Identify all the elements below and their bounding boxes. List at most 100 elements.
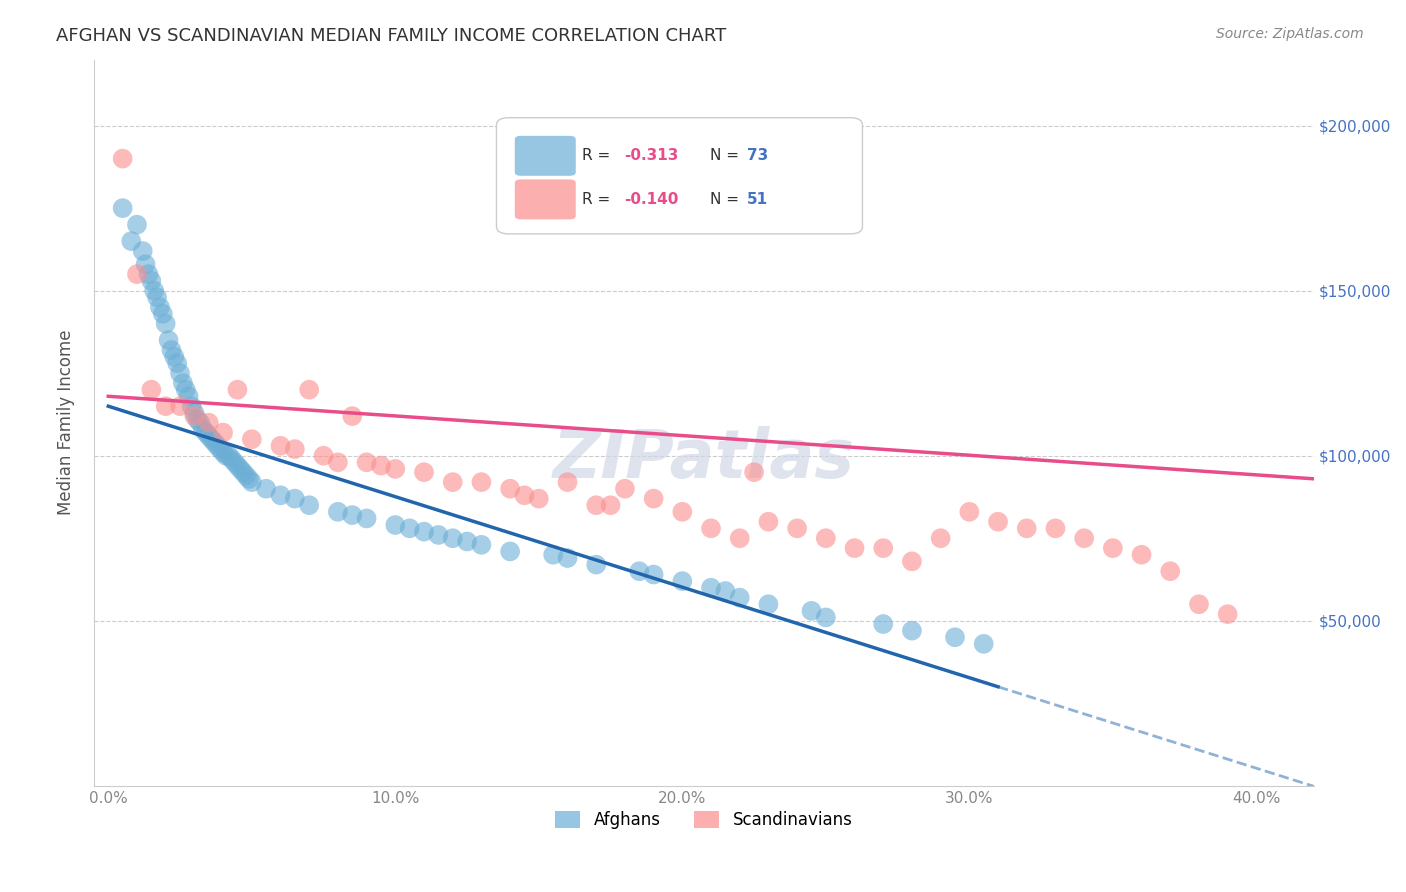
Point [269, 439, 291, 453]
Point [232, 465, 254, 479]
Point [186, 412, 208, 426]
Point [1045, 521, 1067, 535]
Point [194, 425, 217, 440]
FancyBboxPatch shape [515, 136, 576, 176]
Text: R =: R = [582, 148, 614, 163]
Point [728, 591, 751, 605]
Point [1130, 548, 1153, 562]
Point [149, 300, 172, 314]
Point [427, 528, 450, 542]
Point [169, 366, 191, 380]
Point [943, 630, 966, 644]
Point [814, 610, 837, 624]
Point [557, 475, 579, 489]
Point [174, 383, 197, 397]
Point [901, 624, 924, 638]
FancyBboxPatch shape [515, 179, 576, 219]
Text: 51: 51 [747, 193, 768, 207]
Text: AFGHAN VS SCANDINAVIAN MEDIAN FAMILY INCOME CORRELATION CHART: AFGHAN VS SCANDINAVIAN MEDIAN FAMILY INC… [56, 27, 727, 45]
Point [441, 475, 464, 489]
Point [197, 416, 219, 430]
Text: N =: N = [710, 193, 744, 207]
Point [166, 356, 188, 370]
Point [742, 465, 765, 479]
Point [599, 498, 621, 512]
Point [585, 558, 607, 572]
Point [758, 515, 780, 529]
Y-axis label: Median Family Income: Median Family Income [58, 330, 75, 516]
Point [132, 244, 155, 258]
Point [786, 521, 808, 535]
Point [800, 604, 823, 618]
Point [169, 399, 191, 413]
Point [384, 462, 406, 476]
Point [254, 482, 277, 496]
Text: N =: N = [710, 148, 744, 163]
FancyBboxPatch shape [496, 118, 862, 234]
Point [201, 432, 224, 446]
Point [135, 257, 157, 271]
Point [298, 498, 321, 512]
Point [356, 455, 378, 469]
Point [326, 455, 349, 469]
Point [143, 284, 166, 298]
Point [146, 290, 169, 304]
Point [901, 554, 924, 568]
Point [163, 350, 186, 364]
Point [814, 531, 837, 545]
Point [298, 383, 321, 397]
Point [224, 455, 246, 469]
Point [973, 637, 995, 651]
Point [218, 449, 240, 463]
Point [177, 389, 200, 403]
Point [160, 343, 183, 357]
Point [613, 482, 636, 496]
Point [269, 488, 291, 502]
Point [342, 508, 364, 522]
Point [370, 458, 392, 473]
Point [183, 409, 205, 423]
Point [240, 475, 263, 489]
Point [671, 505, 693, 519]
Point [155, 317, 177, 331]
Point [212, 425, 235, 440]
Point [215, 449, 238, 463]
Point [229, 462, 252, 476]
Point [643, 567, 665, 582]
Point [141, 274, 163, 288]
Point [1102, 541, 1125, 555]
Point [413, 524, 436, 539]
Text: R =: R = [582, 193, 614, 207]
Point [188, 416, 211, 430]
Point [138, 267, 160, 281]
Point [470, 538, 492, 552]
Point [557, 551, 579, 566]
Point [628, 564, 651, 578]
Point [844, 541, 866, 555]
Point [987, 515, 1010, 529]
Point [643, 491, 665, 506]
Point [111, 152, 134, 166]
Point [238, 472, 260, 486]
Point [499, 544, 522, 558]
Point [240, 432, 263, 446]
Point [728, 531, 751, 545]
Point [342, 409, 364, 423]
Point [226, 458, 249, 473]
Point [957, 505, 980, 519]
Point [226, 383, 249, 397]
Point [872, 617, 894, 632]
Point [212, 445, 235, 459]
Point [141, 383, 163, 397]
Point [441, 531, 464, 545]
Point [1159, 564, 1181, 578]
Text: 73: 73 [747, 148, 768, 163]
Point [207, 439, 229, 453]
Point [125, 267, 148, 281]
Point [284, 442, 307, 456]
Point [284, 491, 307, 506]
Point [152, 307, 174, 321]
Point [499, 482, 522, 496]
Point [527, 491, 550, 506]
Point [172, 376, 194, 390]
